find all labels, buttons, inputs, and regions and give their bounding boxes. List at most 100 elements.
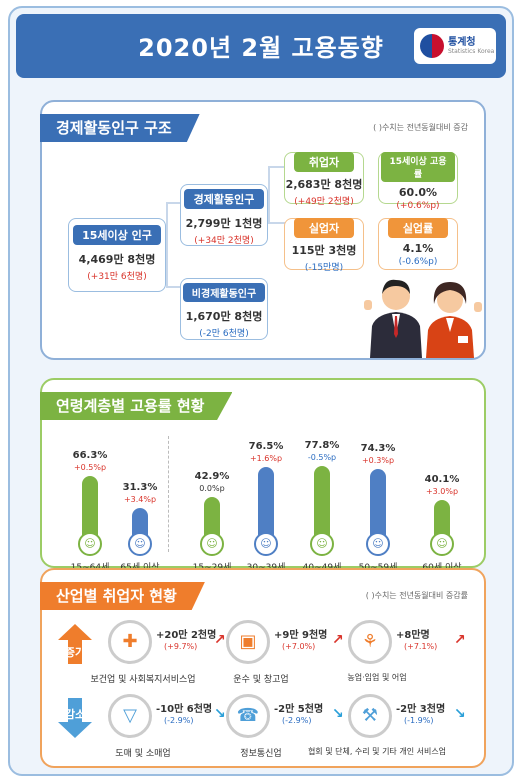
age-bar-change: +0.5%p [73, 463, 107, 472]
workers-illustration [364, 279, 482, 358]
industry-note: ( )수치는 전년동월대비 증감률 [365, 591, 468, 600]
active-box: 경제활동인구 2,799만 1천명 (+34만 2천명) [180, 184, 268, 246]
down-arrow-icon: ↘ [214, 706, 226, 722]
person-icon: ☺ [310, 532, 334, 556]
age-bar-6: 74.3%+0.3%p☺50~59세 [348, 443, 408, 573]
age-bar-pct: 74.3% [360, 443, 396, 454]
infographic-frame: 2020년 2월 고용동향 통계청 Statistics Korea 경제활동인… [8, 6, 514, 776]
industry-name: 보건업 및 사회복지서비스업 [90, 675, 196, 685]
page-title: 2020년 2월 고용동향 [138, 34, 384, 62]
industry-change: (+9.7%) [164, 642, 198, 651]
header-banner: 2020년 2월 고용동향 통계청 Statistics Korea [16, 14, 506, 78]
pop15-box: 15세이상 인구 4,469만 8천명 (+31만 6천명) [68, 218, 166, 292]
age-bar-change: +1.6%p [249, 454, 283, 463]
unemp-rate-value: 4.1% [402, 242, 434, 255]
person-icon: ☺ [430, 532, 454, 556]
age-bar-4: 76.5%+1.6%p☺30~39세 [236, 441, 296, 573]
age-bar-change: 0.0%p [199, 484, 225, 493]
age-bar-change: +3.4%p [123, 495, 157, 504]
phone-icon: ☎ [226, 694, 270, 738]
shopping-basket-icon: ▽ [108, 694, 152, 738]
increase-label: 증가 [64, 646, 86, 659]
structure-title: 경제활동인구 구조 [40, 114, 200, 142]
decrease-arrow-icon [58, 698, 92, 738]
industry-name: 운수 및 창고업 [233, 675, 289, 685]
industry-value: -2만 5천명 [274, 704, 324, 715]
inactive-label: 비경제활동인구 [183, 283, 265, 302]
unemployed-box: 실업자 115만 3천명 (-15만명) [284, 218, 364, 273]
age-title: 연령계층별 고용률 현황 [40, 392, 233, 420]
unemployed-value: 115만 3천명 [291, 244, 357, 257]
unemp-rate-label: 실업률 [388, 218, 448, 238]
decrease-label: 감소 [64, 708, 86, 721]
pop15-value: 4,469만 8천명 [78, 253, 156, 266]
emp-rate-value: 60.0% [398, 186, 438, 199]
down-arrow-icon: ↘ [454, 706, 466, 722]
truck-icon: ▣ [226, 620, 270, 664]
structure-section: 경제활동인구 구조 ( )수치는 전년동월대비 증감 15세이상 인구 4,46… [40, 100, 486, 360]
age-bar-pct: 77.8% [304, 440, 340, 451]
emp-rate-label: 15세이상 고용률 [381, 152, 455, 182]
industry-value: +9만 9천명 [274, 630, 328, 641]
woman-figure [426, 282, 482, 358]
employed-label: 취업자 [294, 152, 354, 172]
decrease-tag: 감소 [56, 696, 94, 740]
connector-active [268, 166, 286, 224]
down-arrow-icon: ↘ [332, 706, 344, 722]
industry-change: (-2.9%) [282, 716, 312, 725]
unemployed-change: (-15만명) [304, 263, 344, 273]
inactive-value: 1,670만 8천명 [185, 310, 263, 323]
active-value: 2,799만 1천명 [185, 217, 263, 230]
age-section: 연령계층별 고용률 현황 66.3%+0.5%p☺15~64세31.3%+3.4… [40, 378, 488, 573]
man-figure [364, 279, 422, 358]
inactive-change: (-2만 6천명) [199, 329, 249, 339]
active-label: 경제활동인구 [184, 189, 264, 209]
age-bar-pct: 76.5% [248, 441, 284, 452]
industry-change: (-2.9%) [164, 716, 194, 725]
employed-box: 취업자 2,683만 8천명 (+49만 2천명) [284, 152, 364, 207]
pop15-label: 15세이상 인구 [73, 225, 161, 245]
inactive-box: 비경제활동인구 1,670만 8천명 (-2만 6천명) [180, 278, 268, 340]
industry-section: 산업별 취업자 현황 ( )수치는 전년동월대비 증감률 증가 감소 ✚ +20만… [40, 568, 486, 768]
connector-pop [166, 202, 188, 288]
increase-arrow-icon [58, 624, 92, 664]
person-icon: ☺ [128, 532, 152, 556]
age-bar-pct: 42.9% [194, 471, 230, 482]
person-icon: ☺ [254, 532, 278, 556]
up-arrow-icon: ↗ [454, 632, 466, 648]
logo-subtitle: Statistics Korea [448, 48, 495, 55]
emp-rate-box: 15세이상 고용률 60.0% (+0.6%p) [378, 152, 458, 211]
unemp-rate-box: 실업률 4.1% (-0.6%p) [378, 218, 458, 270]
emp-rate-change: (+0.6%p) [396, 201, 440, 211]
structure-note: ( )수치는 전년동월대비 증감 [373, 123, 468, 132]
age-bar-3: 42.9%0.0%p☺15~29세 [182, 446, 242, 573]
industry-value: +8만명 [396, 630, 430, 641]
wheat-icon: ⚘ [348, 620, 392, 664]
increase-tag: 증가 [56, 622, 94, 666]
up-arrow-icon: ↗ [332, 632, 344, 648]
age-bar-chart: 66.3%+0.5%p☺15~64세31.3%+3.4%p☺65세 이상42.9… [42, 440, 488, 573]
age-bar-pct: 40.1% [424, 474, 460, 485]
logo-name: 통계청 [448, 37, 476, 48]
tools-icon: ⚒ [348, 694, 392, 738]
age-bar-fill [314, 466, 330, 536]
age-bar-pct: 66.3% [72, 450, 108, 461]
unemp-rate-change: (-0.6%p) [398, 257, 438, 267]
age-bar-change: +3.0%p [425, 487, 459, 496]
industry-value: -2만 3천명 [396, 704, 446, 715]
unemployed-label: 실업자 [294, 218, 354, 238]
age-bar-1: 66.3%+0.5%p☺15~64세 [60, 446, 120, 573]
industry-value: -10만 6천명 [156, 704, 213, 715]
age-bar-fill [258, 467, 274, 536]
person-icon: ☺ [78, 532, 102, 556]
industry-change: (+7.1%) [404, 642, 438, 651]
active-change: (+34만 2천명) [194, 236, 254, 246]
age-bar-change: +0.3%p [361, 456, 395, 465]
age-bar-fill [204, 497, 220, 536]
person-icon: ☺ [366, 532, 390, 556]
industry-change: (+7.0%) [282, 642, 316, 651]
age-bar-pct: 31.3% [122, 482, 158, 493]
employed-value: 2,683만 8천명 [285, 178, 363, 191]
age-bar-2: 31.3%+3.4%p☺65세 이상 [110, 446, 170, 573]
industry-change: (-1.9%) [404, 716, 434, 725]
